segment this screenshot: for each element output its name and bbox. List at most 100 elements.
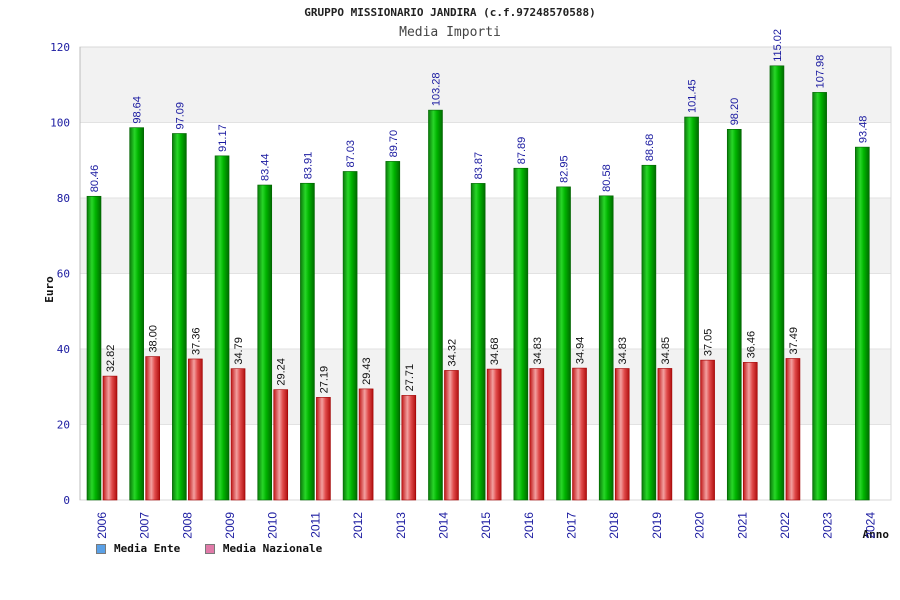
- data-label-media-nazionale: 37.05: [703, 329, 715, 357]
- data-label-media-ente: 82.95: [559, 155, 571, 183]
- x-tick-label: 2011: [308, 512, 322, 538]
- data-label-media-ente: 87.03: [345, 140, 357, 168]
- bar-media-nazionale: [316, 397, 331, 501]
- bar-media-ente: [257, 184, 273, 501]
- bar-media-ente: [769, 65, 785, 501]
- data-label-media-ente: 107.98: [815, 55, 827, 89]
- bar-media-nazionale: [230, 368, 246, 501]
- data-label-media-nazionale: 34.79: [233, 337, 245, 365]
- legend-swatch-ente: [96, 543, 106, 554]
- data-label-media-ente: 88.68: [644, 134, 656, 162]
- x-tick-label: 2010: [266, 512, 280, 539]
- x-tick-label: 2006: [95, 512, 109, 539]
- bar-media-nazionale: [401, 395, 417, 501]
- data-label-media-ente: 87.89: [516, 137, 528, 165]
- grid-band: [80, 122, 891, 198]
- data-label-media-nazionale: 34.83: [617, 337, 629, 365]
- y-axis-label: Euro: [43, 276, 56, 303]
- bar-media-ente: [641, 164, 657, 501]
- data-label-media-nazionale: 27.19: [318, 366, 330, 394]
- bar-media-nazionale: [145, 356, 160, 501]
- grid-band: [80, 198, 891, 274]
- data-label-media-ente: 83.91: [302, 152, 314, 180]
- bar-media-ente: [855, 146, 870, 501]
- x-tick-label: 2022: [778, 512, 792, 539]
- x-tick-label: 2024: [863, 512, 877, 539]
- chart-subtitle: Media Importi: [399, 25, 501, 40]
- chart-title: GRUPPO MISSIONARIO JANDIRA (c.f.97248570…: [304, 6, 596, 19]
- data-label-media-nazionale: 27.71: [404, 364, 416, 392]
- data-label-media-ente: 98.20: [729, 98, 741, 126]
- data-label-media-nazionale: 38.00: [148, 325, 160, 353]
- data-label-media-nazionale: 34.83: [532, 337, 544, 365]
- bar-media-ente: [172, 133, 187, 501]
- data-label-media-ente: 80.58: [601, 164, 613, 192]
- bar-media-ente: [684, 116, 699, 501]
- bar-media-ente: [214, 155, 230, 501]
- x-tick-label: 2020: [693, 512, 707, 539]
- bar-media-nazionale: [358, 388, 374, 501]
- bar-media-nazionale: [785, 358, 801, 501]
- y-tick-label: 20: [57, 419, 70, 432]
- data-label-media-ente: 91.17: [217, 124, 229, 152]
- data-label-media-ente: 98.64: [132, 96, 144, 124]
- x-tick-label: 2015: [479, 512, 493, 539]
- bar-media-nazionale: [102, 375, 118, 501]
- x-axis-label: Anno: [863, 528, 890, 541]
- x-tick-label: 2008: [180, 512, 194, 539]
- bar-media-ente: [726, 128, 742, 501]
- x-tick-label: 2021: [735, 512, 749, 539]
- data-label-media-nazionale: 34.85: [660, 337, 672, 365]
- x-tick-label: 2016: [522, 512, 536, 539]
- bar-media-nazionale: [614, 368, 630, 501]
- legend-label-ente: Media Ente: [114, 542, 181, 555]
- bar-media-ente: [129, 127, 144, 501]
- bar-media-nazionale: [444, 370, 459, 501]
- x-tick-label: 2023: [821, 512, 835, 539]
- bar-media-nazionale: [486, 368, 502, 501]
- data-label-media-ente: 97.09: [174, 102, 186, 130]
- bar-media-ente: [513, 167, 529, 501]
- data-label-media-ente: 83.44: [260, 153, 272, 181]
- bar-media-nazionale: [700, 359, 715, 501]
- data-label-media-nazionale: 34.32: [446, 339, 458, 367]
- y-tick-label: 80: [57, 192, 70, 205]
- bar-media-ente: [86, 195, 102, 501]
- data-label-media-nazionale: 36.46: [745, 331, 757, 359]
- data-label-media-ente: 93.48: [857, 116, 869, 144]
- y-tick-label: 100: [50, 117, 70, 130]
- bar-media-ente: [598, 195, 614, 501]
- bar-media-ente: [300, 182, 315, 501]
- legend-item-media-ente: Media Ente: [96, 542, 180, 555]
- data-label-media-nazionale: 32.82: [105, 345, 117, 373]
- data-label-media-nazionale: 34.68: [489, 338, 501, 366]
- data-label-media-nazionale: 29.43: [361, 357, 373, 385]
- bar-media-nazionale: [273, 389, 289, 501]
- bar-media-nazionale: [529, 368, 545, 501]
- data-label-media-nazionale: 29.24: [276, 358, 288, 386]
- data-label-media-nazionale: 37.36: [190, 327, 202, 355]
- y-tick-label: 0: [63, 494, 70, 507]
- bar-media-nazionale: [188, 358, 203, 501]
- bar-media-nazionale: [657, 368, 673, 501]
- x-tick-label: 2009: [223, 512, 237, 539]
- bar-media-ente: [556, 186, 571, 501]
- x-tick-label: 2014: [436, 512, 450, 539]
- data-label-media-nazionale: 34.94: [575, 337, 587, 365]
- bar-media-ente: [385, 161, 401, 501]
- y-tick-label: 60: [57, 268, 70, 281]
- data-label-media-ente: 89.70: [388, 130, 400, 158]
- x-tick-label: 2007: [138, 512, 152, 539]
- legend-item-media-nazionale: Media Nazionale: [204, 542, 323, 555]
- x-tick-label: 2012: [351, 512, 365, 539]
- data-label-media-ente: 80.46: [89, 165, 101, 193]
- legend-label-nazionale: Media Nazionale: [222, 542, 323, 555]
- y-tick-label: 120: [50, 41, 70, 54]
- bar-media-ente: [470, 183, 486, 501]
- data-label-media-ente: 103.28: [430, 72, 442, 106]
- x-tick-label: 2013: [394, 512, 408, 539]
- data-label-media-ente: 101.45: [687, 79, 699, 113]
- y-tick-label: 40: [57, 343, 70, 356]
